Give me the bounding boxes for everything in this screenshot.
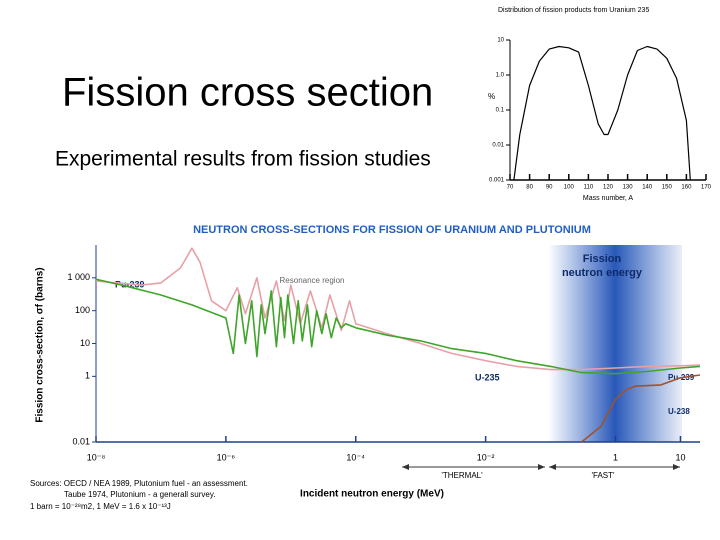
x-tick-label: 170 (701, 185, 712, 191)
x-tick-label: 100 (564, 185, 575, 191)
x-tick-label: 110 (584, 185, 594, 191)
x-tick-label: 1 (613, 452, 618, 462)
y-tick-label: 1 000 (67, 272, 90, 282)
x-axis-label: Incident neutron energy (MeV) (300, 489, 444, 500)
series-line (96, 247, 700, 371)
band-label: neutron energy (562, 267, 643, 279)
fast-band (548, 245, 682, 442)
x-tick-label: 10⁻⁴ (346, 452, 365, 462)
x-tick-label: 70 (507, 185, 514, 191)
x-tick-label: 10 (675, 452, 685, 462)
x-tick-label: 130 (623, 185, 634, 191)
inset-y-label: % (488, 92, 495, 101)
note: Sources: OECD / NEA 1989, Plutonium fuel… (30, 479, 248, 488)
y-tick-label: 10 (497, 38, 504, 44)
series-line (581, 374, 700, 443)
y-tick-label: 0.1 (496, 108, 505, 114)
note: Taube 1974, Plutonium - a generall surve… (64, 490, 216, 499)
x-tick-label: 120 (603, 185, 614, 191)
series-group (513, 45, 691, 181)
x-tick-label: 10⁻⁸ (87, 452, 106, 462)
annotation: 'FAST' (591, 471, 615, 480)
x-tick-label: 160 (681, 185, 692, 191)
x-tick-label: 10⁻⁶ (217, 452, 236, 462)
x-tick-label: 10⁻² (477, 452, 495, 462)
y-tick-label: 0.01 (72, 436, 90, 446)
x-tick-label: 90 (546, 185, 553, 191)
y-tick-label: 0.001 (489, 178, 505, 184)
slide-title: Fission cross section (62, 71, 433, 115)
y-tick-label: 1.0 (496, 73, 505, 79)
annotation: Resonance region (280, 276, 345, 285)
slide-subtitle: Experimental results from fission studie… (55, 148, 431, 171)
series-label: U-238 (668, 407, 690, 416)
y-axis-label: Fission cross-section, σf (barns) (35, 267, 46, 422)
series-group (96, 247, 700, 443)
y-tick-label: 1 (85, 371, 90, 381)
x-tick-label: 140 (642, 185, 653, 191)
annotation: 'THERMAL' (441, 471, 483, 480)
inset-x-label: Mass number, A (583, 195, 634, 202)
band-label: Fission (583, 253, 622, 265)
x-tick-label: 150 (662, 185, 673, 191)
main-title: NEUTRON CROSS-SECTIONS FOR FISSION OF UR… (193, 224, 591, 236)
x-tick-label: 80 (526, 185, 533, 191)
y-tick-label: 0.01 (492, 143, 504, 149)
series-label: U-235 (475, 372, 500, 382)
y-tick-label: 10 (80, 338, 90, 348)
note: 1 barn = 10⁻²⁸m2, 1 MeV = 1.6 x 10⁻¹³J (30, 502, 171, 511)
y-tick-label: 100 (75, 305, 90, 315)
series-line (96, 278, 700, 375)
inset-title: Distribution of fission products from Ur… (498, 7, 649, 14)
series-line (513, 45, 691, 181)
